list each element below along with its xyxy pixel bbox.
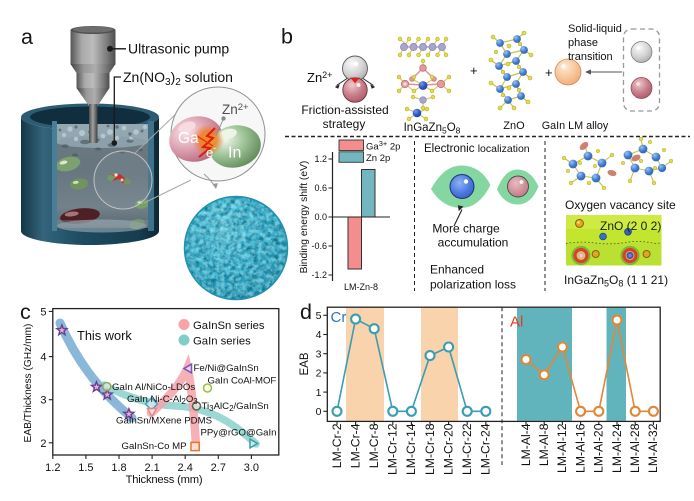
svg-text:2: 2 (40, 438, 46, 450)
svg-text:GaInSn/MXene PDMS: GaInSn/MXene PDMS (116, 416, 212, 427)
svg-text:LM-Cr-22: LM-Cr-22 (460, 423, 474, 475)
svg-text:polarization loss: polarization loss (430, 278, 516, 292)
svg-text:accumulation: accumulation (438, 236, 509, 250)
svg-text:strategy: strategy (323, 117, 366, 131)
svg-text:GaIn CoAl-MOF: GaIn CoAl-MOF (208, 376, 277, 387)
svg-text:GaIn series: GaIn series (193, 336, 251, 348)
svg-text:e: e (206, 145, 213, 160)
svg-text:LM-Al-8: LM-Al-8 (537, 423, 551, 466)
svg-text:Al: Al (510, 314, 523, 331)
svg-text:Binding energy shift (eV): Binding energy shift (eV) (299, 161, 310, 274)
svg-text:LM-Al-32: LM-Al-32 (646, 423, 660, 473)
svg-text:Electronic localization: Electronic localization (424, 143, 530, 155)
svg-text:PPy@rGO@GaIn: PPy@rGO@GaIn (201, 428, 277, 439)
svg-text:3: 3 (40, 395, 46, 407)
svg-text:1: 1 (316, 387, 322, 399)
svg-text:LM-Al-12: LM-Al-12 (555, 423, 569, 473)
svg-text:GaIn Ni-C-Al2O3: GaIn Ni-C-Al2O3 (127, 394, 198, 406)
svg-text:EAB/Thickness (GHz/mm): EAB/Thickness (GHz/mm) (23, 324, 34, 443)
svg-text:1.8: 1.8 (111, 462, 126, 474)
svg-text:LM-Cr-4: LM-Cr-4 (348, 423, 362, 468)
svg-text:ZnO (2 0 2): ZnO (2 0 2) (600, 219, 661, 233)
svg-text:Solid-liquid: Solid-liquid (568, 23, 622, 35)
svg-text:LM-Al-28: LM-Al-28 (628, 423, 642, 473)
svg-text:Zn(NO3)2 solution: Zn(NO3)2 solution (123, 69, 233, 88)
svg-text:LM-Cr-18: LM-Cr-18 (423, 423, 437, 475)
svg-text:+: + (470, 63, 478, 78)
svg-text:This work: This work (77, 328, 132, 343)
svg-text:InGaZn5O8: InGaZn5O8 (404, 122, 461, 136)
svg-text:Ti3AlC2/GaInSn: Ti3AlC2/GaInSn (202, 401, 269, 413)
svg-text:Ga3+ 2p: Ga3+ 2p (366, 139, 400, 153)
svg-text:LM-Cr-8: LM-Cr-8 (367, 423, 381, 468)
svg-text:Cr: Cr (331, 309, 347, 326)
svg-text:b: b (281, 25, 293, 49)
svg-text:LM-Al-24: LM-Al-24 (610, 423, 624, 473)
svg-text:phase: phase (568, 37, 598, 49)
svg-text:0.0: 0.0 (314, 212, 327, 222)
svg-text:InGaZn5O8 (1 1 21): InGaZn5O8 (1 1 21) (564, 273, 668, 289)
svg-text:-0.6: -0.6 (311, 241, 327, 251)
svg-text:More charge: More charge (432, 222, 500, 236)
svg-text:2: 2 (316, 368, 322, 380)
svg-text:LM-Al-4: LM-Al-4 (519, 423, 533, 466)
svg-text:LM-Cr-24: LM-Cr-24 (479, 423, 493, 475)
svg-text:Ga: Ga (178, 130, 199, 147)
svg-text:0: 0 (316, 406, 322, 418)
svg-text:Friction-assisted: Friction-assisted (301, 103, 388, 117)
svg-text:0.6: 0.6 (314, 183, 327, 193)
svg-text:Zn 2p: Zn 2p (366, 153, 390, 164)
svg-text:LM-Cr-14: LM-Cr-14 (404, 423, 418, 475)
svg-text:LM-Cr-12: LM-Cr-12 (386, 423, 400, 475)
svg-text:2.4: 2.4 (178, 462, 193, 474)
svg-text:GaInSn series: GaInSn series (193, 320, 265, 332)
svg-text:Enhanced: Enhanced (430, 263, 484, 277)
svg-text:c: c (20, 300, 31, 324)
svg-text:a: a (21, 25, 33, 49)
svg-text:Fe/Ni@GaInSn: Fe/Ni@GaInSn (194, 363, 259, 374)
svg-text:3.0: 3.0 (244, 462, 259, 474)
svg-text:3: 3 (316, 348, 322, 360)
svg-text:LM-Al-20: LM-Al-20 (592, 423, 606, 473)
svg-text:GaInSn-Co MP: GaInSn-Co MP (122, 441, 187, 452)
svg-text:ZnO: ZnO (503, 120, 525, 132)
svg-text:Zn2+: Zn2+ (307, 70, 332, 85)
svg-text:LM-Zn-8: LM-Zn-8 (344, 282, 378, 292)
svg-text:In: In (228, 145, 241, 162)
svg-text:Ultrasonic pump: Ultrasonic pump (128, 41, 229, 57)
svg-text:+: + (545, 65, 553, 80)
svg-text:2.7: 2.7 (211, 462, 226, 474)
svg-text:GaIn LM alloy: GaIn LM alloy (542, 120, 609, 132)
svg-text:2.1: 2.1 (144, 462, 159, 474)
svg-text:-: - (213, 143, 216, 154)
svg-text:5: 5 (40, 306, 46, 318)
svg-text:Thickness (mm): Thickness (mm) (126, 474, 203, 486)
svg-text:LM-Cr-20: LM-Cr-20 (441, 423, 455, 475)
svg-text:5: 5 (316, 310, 322, 322)
svg-text:Oxygen vacancy site: Oxygen vacancy site (565, 198, 676, 212)
svg-text:4: 4 (316, 329, 322, 341)
svg-text:1.2: 1.2 (314, 154, 327, 164)
svg-text:LM-Cr-2: LM-Cr-2 (330, 423, 344, 468)
svg-text:4: 4 (40, 352, 46, 364)
svg-text:EAB: EAB (299, 352, 311, 375)
svg-text:-1.2: -1.2 (311, 270, 327, 280)
svg-text:1.2: 1.2 (45, 462, 60, 474)
svg-text:1.5: 1.5 (78, 462, 93, 474)
svg-text:GaIn Al/NiCo-LDOs: GaIn Al/NiCo-LDOs (112, 382, 195, 393)
svg-text:d: d (300, 300, 312, 324)
svg-text:LM-Al-16: LM-Al-16 (573, 423, 587, 473)
svg-text:transition: transition (568, 51, 613, 63)
